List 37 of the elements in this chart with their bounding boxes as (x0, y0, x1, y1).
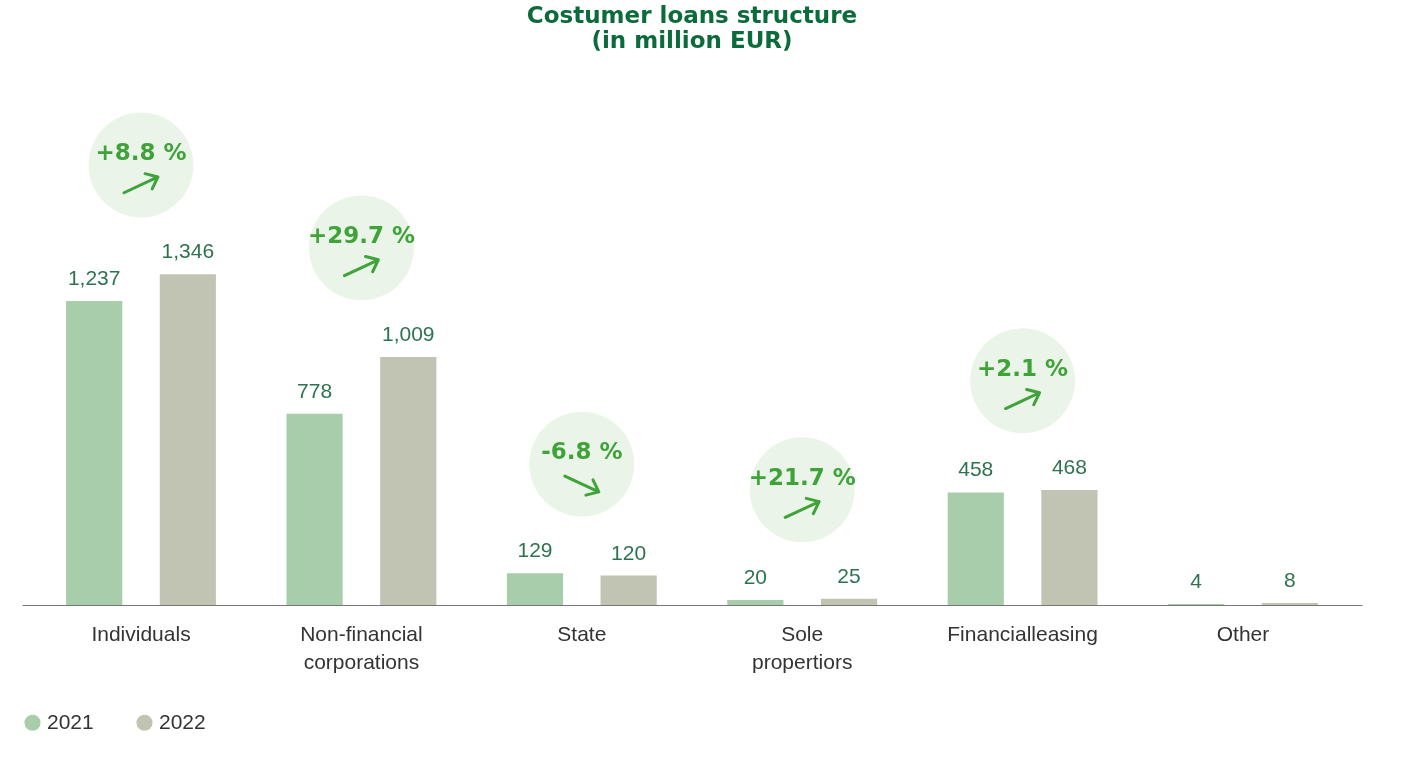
text: +29.7 % (307, 221, 415, 248)
x-tick-label: Other (1216, 621, 1270, 645)
bar (600, 575, 657, 605)
data-label: 120 (611, 540, 647, 564)
data-label: 129 (517, 538, 553, 562)
x-tick-label: State (557, 621, 607, 645)
chart-subtitle: (in million EUR) (591, 26, 793, 53)
legend-label: 2021 (47, 709, 94, 733)
data-label: 458 (958, 457, 994, 481)
data-label: 778 (297, 378, 333, 402)
bar (506, 573, 564, 605)
annotation: +21.7 % (748, 463, 856, 490)
bar (286, 413, 343, 605)
data-label: 1,237 (67, 265, 121, 289)
data-label: 1,346 (161, 239, 215, 263)
data-label: 1,009 (381, 322, 435, 345)
bar (820, 598, 878, 605)
x-tick-label: Sole propertiors (752, 621, 853, 673)
bar (66, 300, 123, 605)
text: +8.8 % (95, 139, 187, 165)
bar (1041, 489, 1098, 605)
data-label: 468 (1051, 454, 1087, 478)
bar (727, 600, 784, 605)
bar (947, 492, 1004, 605)
annotation: +2.1 % (977, 354, 1069, 381)
data-label: 4 (1190, 569, 1203, 593)
legend-label: 2022 (159, 709, 206, 733)
bar (380, 357, 437, 605)
x-tick-label: Financialleasing (947, 621, 1098, 645)
bar (159, 274, 216, 605)
data-label: 25 (837, 563, 861, 587)
data-label: 20 (743, 565, 768, 589)
data-label: 8 (1283, 568, 1296, 592)
x-tick-label: Non-financial corporations (300, 621, 423, 673)
annotation: -6.8 % (541, 438, 623, 465)
x-tick-label: Individuals (91, 621, 191, 645)
chart-title: Costumer loans structure (526, 1, 858, 28)
